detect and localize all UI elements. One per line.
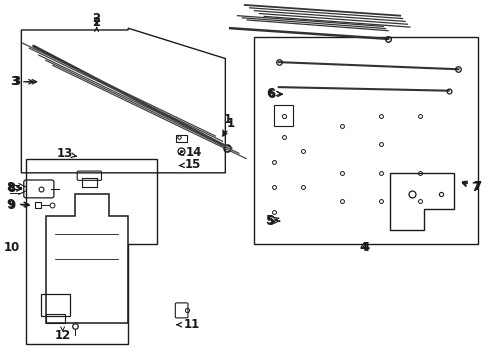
Text: 8: 8 <box>7 183 21 195</box>
Bar <box>273 105 293 126</box>
Text: 13: 13 <box>57 148 76 161</box>
Text: 1: 1 <box>223 113 231 135</box>
Text: 3: 3 <box>10 75 33 88</box>
Text: 5: 5 <box>264 214 278 227</box>
Text: 2: 2 <box>92 16 101 29</box>
Text: 9: 9 <box>7 198 29 212</box>
Text: 3: 3 <box>12 75 37 88</box>
Text: 11: 11 <box>177 318 199 331</box>
Text: 4: 4 <box>360 241 368 255</box>
Text: 1: 1 <box>222 117 235 136</box>
Text: 6: 6 <box>266 87 281 100</box>
Text: 4: 4 <box>359 241 367 255</box>
Bar <box>176 135 187 143</box>
Text: 7: 7 <box>462 181 479 194</box>
Text: 14: 14 <box>179 146 202 159</box>
Text: 8: 8 <box>6 181 21 194</box>
Text: 7: 7 <box>462 180 480 193</box>
Bar <box>41 294 70 316</box>
Text: 12: 12 <box>54 329 71 342</box>
Text: 2: 2 <box>92 12 101 25</box>
Bar <box>254 37 477 244</box>
Text: 5: 5 <box>265 215 279 228</box>
Text: 9: 9 <box>6 198 28 211</box>
Text: 6: 6 <box>267 88 282 101</box>
Bar <box>45 314 65 323</box>
Text: 10: 10 <box>3 241 20 255</box>
Text: 15: 15 <box>179 158 201 171</box>
